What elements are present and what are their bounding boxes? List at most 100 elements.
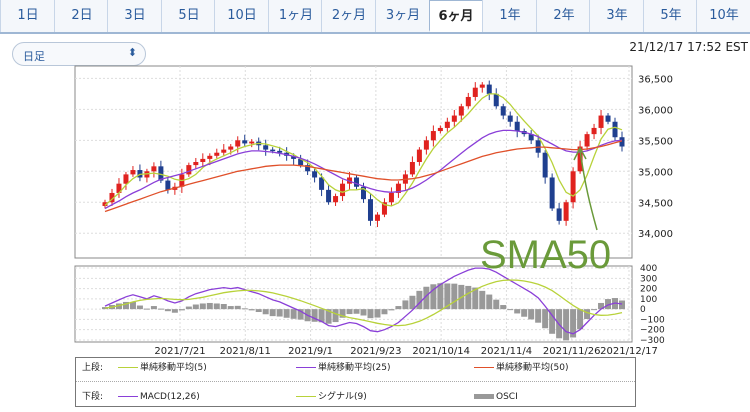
osci-bar-33 bbox=[332, 309, 339, 323]
candle-body-42 bbox=[395, 183, 401, 193]
candle-period-value: 日足 bbox=[23, 50, 45, 63]
price-tick-label-2: 35,000 bbox=[638, 167, 673, 178]
candle-body-7 bbox=[151, 166, 157, 172]
period-tabs: 1日 2日 3日 5日 10日 1ヶ月 2ヶ月 3ヶ月 6ヶ月 1年 2年 3年 5年 10年 bbox=[0, 0, 750, 34]
osci-bar-26 bbox=[283, 309, 290, 318]
macd-tick-label-4: 0 bbox=[640, 305, 646, 315]
annotation-arrow-head bbox=[573, 146, 587, 161]
osci-bar-64 bbox=[549, 309, 556, 334]
legend-lower-label: 下段: bbox=[82, 392, 104, 402]
candle-body-15 bbox=[207, 155, 213, 159]
osci-bar-10 bbox=[171, 309, 178, 313]
osci-bar-72 bbox=[605, 299, 612, 310]
x-tick-label-0: 2021/7/21 bbox=[154, 346, 205, 357]
osci-bar-13 bbox=[192, 304, 199, 310]
tab-9[interactable]: 1年 bbox=[482, 0, 537, 32]
candle-body-66 bbox=[563, 202, 569, 221]
legend-item-sma5: 単純移動平均(5) bbox=[118, 360, 207, 376]
tab-11[interactable]: 3年 bbox=[589, 0, 644, 32]
sma50-line bbox=[104, 140, 623, 213]
tab-1[interactable]: 2日 bbox=[54, 0, 109, 32]
candle-body-67 bbox=[570, 171, 576, 203]
tab-12[interactable]: 5年 bbox=[643, 0, 698, 32]
candle-body-14 bbox=[200, 158, 206, 162]
osci-bar-41 bbox=[388, 309, 395, 311]
osci-bar-70 bbox=[591, 309, 598, 311]
tab-4[interactable]: 10日 bbox=[214, 0, 269, 32]
tab-10[interactable]: 2年 bbox=[536, 0, 591, 32]
osci-bar-54 bbox=[479, 290, 486, 310]
osci-bar-11 bbox=[178, 309, 185, 311]
osci-bar-43 bbox=[402, 300, 409, 310]
osci-bar-36 bbox=[353, 309, 360, 314]
candle-body-36 bbox=[354, 177, 360, 187]
osci-bar-48 bbox=[437, 283, 444, 310]
tab-2[interactable]: 3日 bbox=[107, 0, 162, 32]
candle-body-70 bbox=[591, 127, 597, 135]
osci-bar-24 bbox=[269, 309, 276, 317]
osci-bar-61 bbox=[528, 309, 535, 320]
tab-13[interactable]: 10年 bbox=[696, 0, 750, 32]
candle-body-57 bbox=[500, 106, 506, 116]
legend-item-sma25: 単純移動平均(25) bbox=[296, 360, 390, 376]
candle-body-29 bbox=[305, 165, 311, 172]
candle-body-69 bbox=[584, 134, 590, 147]
candle-body-25 bbox=[277, 150, 283, 153]
price-panel-frame bbox=[74, 65, 633, 259]
osci-bar-49 bbox=[444, 283, 451, 310]
osci-bar-50 bbox=[451, 283, 458, 310]
candle-body-23 bbox=[263, 145, 269, 150]
osci-bar-68 bbox=[577, 309, 584, 330]
candle-body-52 bbox=[465, 96, 471, 107]
candle-body-33 bbox=[333, 196, 339, 203]
legend-sma25-label: 単純移動平均(25) bbox=[318, 363, 391, 373]
macd-panel-frame bbox=[74, 265, 633, 343]
candle-body-30 bbox=[312, 171, 318, 178]
legend-item-sma50: 単純移動平均(50) bbox=[474, 360, 568, 376]
tab-6[interactable]: 2ヶ月 bbox=[321, 0, 376, 32]
legend-lower-row: 下段: MACD(12,26) シグナル(9) OSCI bbox=[76, 389, 635, 405]
osci-bar-18 bbox=[227, 306, 234, 310]
osci-bar-15 bbox=[206, 302, 213, 310]
candle-body-46 bbox=[423, 140, 429, 150]
candle-body-53 bbox=[472, 87, 478, 97]
tab-5[interactable]: 1ヶ月 bbox=[268, 0, 323, 32]
x-tick-label-2: 2021/9/1 bbox=[288, 346, 333, 357]
candle-body-4 bbox=[130, 170, 136, 175]
sma50-annotation: SMA50 bbox=[480, 233, 611, 277]
osci-bar-44 bbox=[409, 295, 416, 310]
candles bbox=[102, 80, 625, 228]
legend-upper-label: 上段: bbox=[82, 363, 104, 373]
osci-swatch bbox=[474, 394, 494, 399]
macd-line bbox=[104, 267, 623, 335]
candle-body-40 bbox=[381, 202, 387, 215]
osci-bar-56 bbox=[493, 299, 500, 310]
macd-tick-label-7: −300 bbox=[640, 336, 665, 346]
tab-0[interactable]: 1日 bbox=[0, 0, 55, 32]
osci-bar-27 bbox=[290, 309, 297, 319]
osci-bar-38 bbox=[367, 309, 374, 319]
candle-body-17 bbox=[221, 149, 227, 153]
osci-bar-19 bbox=[234, 305, 241, 310]
osci-bar-23 bbox=[262, 309, 269, 315]
sma5-swatch bbox=[118, 367, 138, 368]
timestamp: 21/12/17 17:52 EST bbox=[629, 40, 748, 54]
osci-bar-30 bbox=[311, 309, 318, 322]
candle-body-32 bbox=[326, 189, 332, 203]
price-tick-label-0: 34,000 bbox=[638, 229, 673, 240]
osci-bar-22 bbox=[255, 309, 262, 313]
candle-body-20 bbox=[242, 140, 248, 144]
candle-body-74 bbox=[619, 137, 625, 147]
osci-bar-74 bbox=[619, 300, 625, 310]
candle-body-27 bbox=[291, 155, 297, 159]
osci-bar-2 bbox=[115, 303, 122, 310]
candle-body-21 bbox=[249, 141, 255, 144]
candle-body-3 bbox=[123, 174, 129, 184]
osci-bar-46 bbox=[423, 286, 430, 310]
tab-7[interactable]: 3ヶ月 bbox=[375, 0, 430, 32]
sma25-line bbox=[104, 129, 623, 210]
tab-3[interactable]: 5日 bbox=[161, 0, 216, 32]
candle-body-8 bbox=[158, 166, 164, 181]
legend-sma5-label: 単純移動平均(5) bbox=[140, 363, 207, 373]
